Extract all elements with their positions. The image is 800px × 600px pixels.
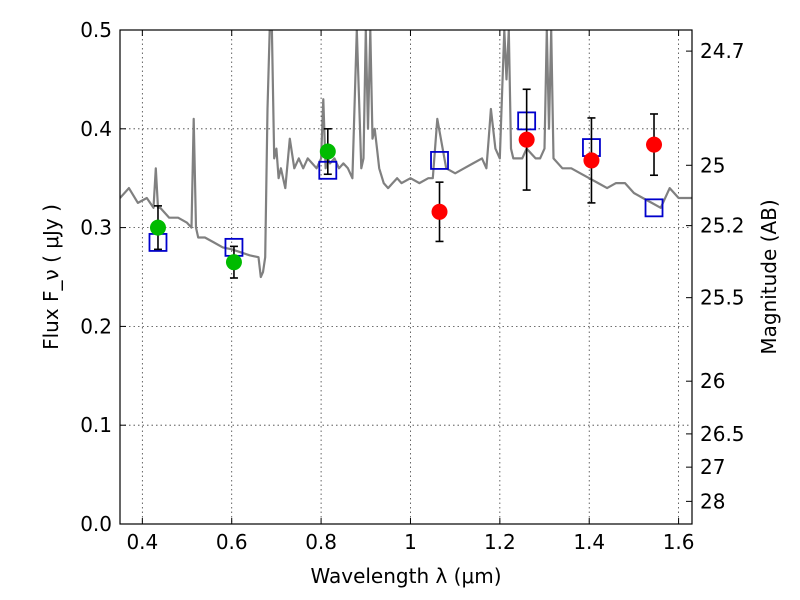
photometry-point [319, 143, 336, 160]
mag-tick-label: 28 [700, 489, 725, 513]
plot-frame [119, 29, 693, 525]
spectrum-layer [120, 30, 692, 279]
model-photometry-square [430, 151, 449, 170]
x-axis-label: Wavelength λ (μm) [310, 564, 501, 588]
x-tick-label: 1 [404, 530, 417, 554]
x-tick-label: 0.4 [126, 530, 158, 554]
spectrum-line [120, 30, 692, 279]
mag-tick-label: 27 [700, 455, 725, 479]
mag-tick-label: 25 [700, 153, 725, 177]
tick-labels: 0.4 0.6 0.8 1 1.2 1.4 1.6 0.0 0.1 0.2 0.3 0.4 0.5 24.… [80, 18, 744, 554]
mag-tick-label: 24.7 [700, 39, 745, 63]
x-tick-label: 1.6 [663, 530, 695, 554]
photometry-point [518, 131, 535, 148]
photometry-point [149, 219, 166, 236]
y-tick-label: 0.0 [80, 512, 112, 536]
x-tick-label: 1.4 [573, 530, 605, 554]
photometry-point [225, 254, 242, 271]
y-tick-label: 0.2 [80, 314, 112, 338]
grid-lines [120, 30, 692, 524]
y-tick-label: 0.5 [80, 18, 112, 42]
y-tick-label: 0.4 [80, 117, 112, 141]
mag-tick-label: 25.2 [700, 214, 745, 238]
y-tick-label: 0.3 [80, 216, 112, 240]
y-axis-label: Flux F_ν ( μJy ) [39, 204, 63, 350]
points-layer [148, 88, 664, 279]
mag-tick-label: 26.5 [700, 422, 745, 446]
photometry-point [431, 203, 448, 220]
photometry-point [646, 136, 663, 153]
x-tick-label: 0.8 [305, 530, 337, 554]
x-tick-label: 1.2 [484, 530, 516, 554]
y2-axis-label: Magnitude (AB) [757, 199, 781, 354]
y-tick-label: 0.1 [80, 413, 112, 437]
photometry-point [583, 152, 600, 169]
tick-marks [120, 29, 692, 525]
x-tick-label: 0.6 [216, 530, 248, 554]
model-photometry-square [644, 198, 664, 218]
mag-tick-label: 26 [700, 369, 725, 393]
mag-tick-label: 25.5 [700, 286, 745, 310]
